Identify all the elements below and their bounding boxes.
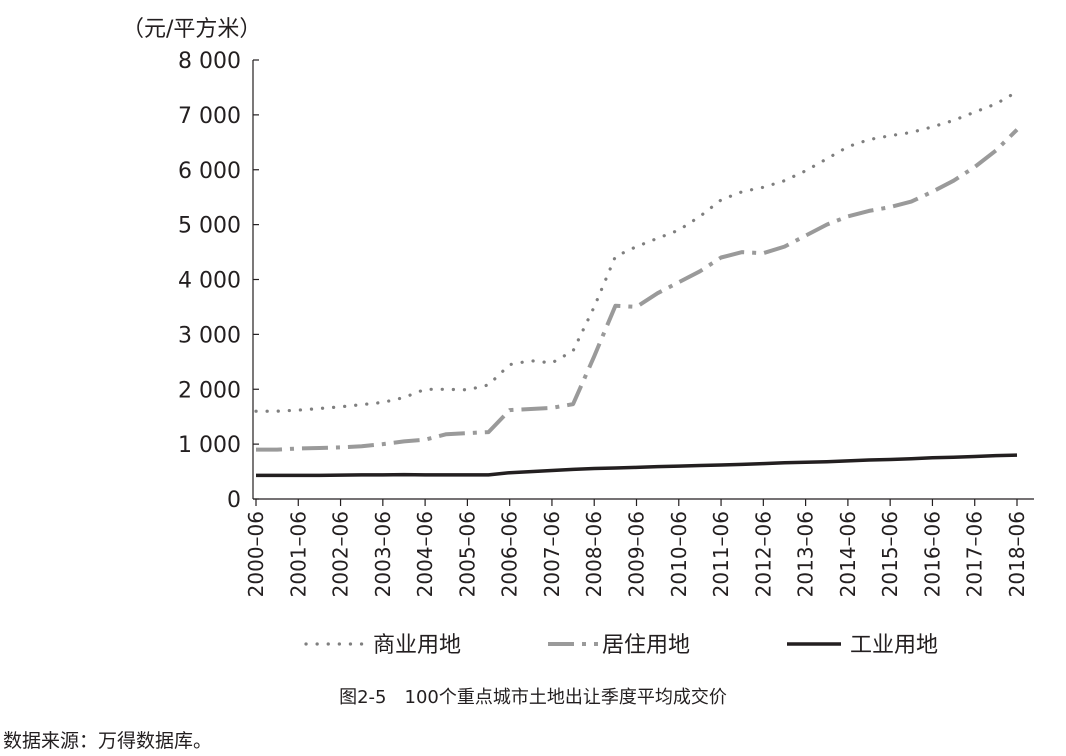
x-axis: 2000–06 2001–06 2002–06 2003–06 2004–06 2005–… [244, 498, 1034, 597]
x-tick-label: 2012–06 [751, 511, 775, 597]
x-tick-label: 2003–06 [371, 511, 395, 597]
series-line-dashdot [256, 128, 1019, 452]
x-tick-label: 2015–06 [878, 511, 902, 597]
series-line-solid [256, 453, 1018, 478]
y-tick-label: 0 [227, 488, 241, 513]
legend-item: 商业用地 [304, 633, 461, 658]
x-tick-label: 2013–06 [794, 511, 818, 597]
x-tick-label: 2006–06 [498, 511, 522, 597]
y-tick-label: 2 000 [178, 378, 241, 403]
line-chart: （元/平方米） 0 1 000 2 000 3 000 4 000 5 000 6 000 7… [122, 17, 1034, 658]
y-tick-label: 5 000 [178, 214, 241, 239]
x-tick-label: 2005–06 [455, 511, 479, 597]
figure-caption: 图2-5 100个重点城市土地出让季度平均成交价 [339, 687, 727, 708]
x-tick-label: 2014–06 [836, 511, 860, 597]
y-axis: 0 1 000 2 000 3 000 4 000 5 000 6 000 7 000 8 00… [178, 49, 259, 513]
y-tick-label: 8 000 [178, 49, 241, 74]
x-tick-label: 2017–06 [963, 511, 987, 597]
series-line-dotted [254, 90, 1019, 413]
x-tick-label: 2008–06 [582, 511, 606, 597]
y-axis-unit-label: （元/平方米） [122, 17, 261, 42]
legend-label: 工业用地 [850, 633, 938, 658]
y-tick-label: 1 000 [178, 433, 241, 458]
legend-item: 居住用地 [548, 633, 690, 658]
y-tick-label: 6 000 [178, 159, 241, 184]
y-tick-label: 7 000 [178, 104, 241, 129]
x-tick-label: 2002–06 [329, 511, 353, 597]
x-tick-label: 2000–06 [244, 511, 268, 597]
y-tick-label: 3 000 [178, 323, 241, 348]
x-tick-label: 2009–06 [625, 511, 649, 597]
data-source-note: 数据来源：万得数据库。 [3, 730, 213, 752]
legend-label: 商业用地 [373, 633, 461, 658]
x-tick-label: 2001–06 [286, 511, 310, 597]
x-tick-label: 2007–06 [540, 511, 564, 597]
series-layer [254, 90, 1019, 478]
x-tick-label: 2010–06 [667, 511, 691, 597]
y-tick-label: 4 000 [178, 269, 241, 294]
x-tick-label: 2004–06 [413, 511, 437, 597]
x-tick-label: 2016–06 [920, 511, 944, 597]
legend-item: 工业用地 [787, 633, 938, 658]
legend: 商业用地 居住用地 工业用地 [304, 633, 938, 658]
x-tick-label: 2011–06 [709, 511, 733, 597]
legend-label: 居住用地 [602, 633, 690, 658]
x-tick-label: 2018–06 [1005, 511, 1029, 597]
